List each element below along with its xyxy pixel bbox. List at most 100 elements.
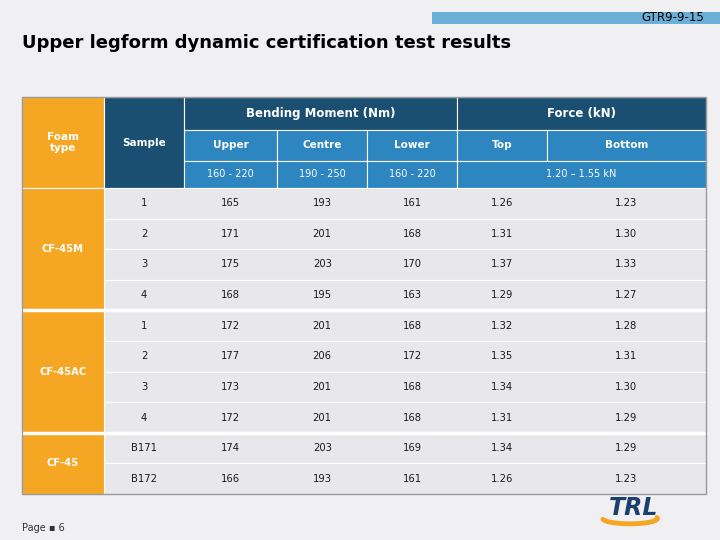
Text: 1.27: 1.27 [615,290,638,300]
Text: 160 - 220: 160 - 220 [389,170,436,179]
Text: 1.20 – 1.55 kN: 1.20 – 1.55 kN [546,170,616,179]
FancyBboxPatch shape [547,130,706,161]
FancyBboxPatch shape [22,280,104,310]
FancyBboxPatch shape [22,433,104,494]
FancyBboxPatch shape [22,97,104,188]
Text: 201: 201 [312,382,332,392]
Text: Bottom: Bottom [605,140,648,150]
Text: 201: 201 [312,321,332,330]
Text: 169: 169 [402,443,422,453]
FancyBboxPatch shape [22,372,104,402]
FancyBboxPatch shape [184,161,277,188]
Text: 1.33: 1.33 [616,259,637,269]
Text: Upper: Upper [212,140,248,150]
FancyBboxPatch shape [22,402,104,433]
FancyBboxPatch shape [104,97,184,188]
Text: 166: 166 [221,474,240,484]
FancyBboxPatch shape [457,97,706,130]
Text: 163: 163 [402,290,422,300]
FancyBboxPatch shape [22,463,104,494]
Text: 1.31: 1.31 [491,229,513,239]
Text: 171: 171 [221,229,240,239]
Text: 170: 170 [402,259,422,269]
Text: 1.23: 1.23 [616,198,637,208]
Text: Foam
type: Foam type [47,132,79,153]
Text: 193: 193 [312,198,332,208]
Text: 1.23: 1.23 [616,474,637,484]
Text: 1.26: 1.26 [491,474,513,484]
Text: 195: 195 [312,290,332,300]
Text: 174: 174 [221,443,240,453]
FancyBboxPatch shape [104,188,706,219]
Text: 1.29: 1.29 [491,290,513,300]
Text: 177: 177 [221,352,240,361]
Text: 168: 168 [221,290,240,300]
Text: 168: 168 [402,413,422,423]
FancyBboxPatch shape [184,97,457,130]
FancyBboxPatch shape [104,219,706,249]
Text: 2: 2 [141,229,147,239]
Text: 190 - 250: 190 - 250 [299,170,346,179]
Text: 172: 172 [221,413,240,423]
FancyBboxPatch shape [457,130,547,161]
FancyBboxPatch shape [367,161,457,188]
Text: 201: 201 [312,413,332,423]
Text: Centre: Centre [302,140,342,150]
Text: 173: 173 [221,382,240,392]
Text: 172: 172 [221,321,240,330]
Text: 1.34: 1.34 [491,382,513,392]
Text: 1.30: 1.30 [616,382,637,392]
Text: Upper legform dynamic certification test results: Upper legform dynamic certification test… [22,34,510,52]
Text: 161: 161 [402,198,422,208]
Text: 193: 193 [312,474,332,484]
Text: Page ▪ 6: Page ▪ 6 [22,523,64,533]
Text: 203: 203 [312,259,332,269]
Text: GTR9-9-15: GTR9-9-15 [642,11,704,24]
FancyBboxPatch shape [22,188,104,219]
Text: 168: 168 [402,321,422,330]
Text: 1.29: 1.29 [615,413,638,423]
FancyBboxPatch shape [22,188,104,310]
FancyBboxPatch shape [184,130,277,161]
Text: 160 - 220: 160 - 220 [207,170,253,179]
Text: 1.31: 1.31 [491,413,513,423]
Text: 1.34: 1.34 [491,443,513,453]
Text: 1.32: 1.32 [491,321,513,330]
Text: TRL: TRL [609,496,658,519]
Text: 165: 165 [221,198,240,208]
FancyBboxPatch shape [277,130,367,161]
Text: Force (kN): Force (kN) [547,107,616,120]
Text: 1.29: 1.29 [615,443,638,453]
FancyBboxPatch shape [104,433,706,463]
FancyBboxPatch shape [104,249,706,280]
Text: 1: 1 [141,198,147,208]
Text: 168: 168 [402,229,422,239]
Text: 1.37: 1.37 [491,259,513,269]
Text: 161: 161 [402,474,422,484]
FancyBboxPatch shape [104,341,706,372]
FancyBboxPatch shape [22,341,104,372]
Text: CF-45AC: CF-45AC [40,367,86,376]
Text: 1.30: 1.30 [616,229,637,239]
Text: Bending Moment (Nm): Bending Moment (Nm) [246,107,395,120]
Text: 1.31: 1.31 [616,352,637,361]
FancyBboxPatch shape [22,219,104,249]
FancyBboxPatch shape [22,310,104,341]
Text: 201: 201 [312,229,332,239]
FancyBboxPatch shape [104,280,706,310]
Text: B172: B172 [131,474,157,484]
Text: 3: 3 [141,382,147,392]
FancyBboxPatch shape [432,12,720,24]
Text: Sample: Sample [122,138,166,147]
Text: 1.26: 1.26 [491,198,513,208]
Text: 4: 4 [141,413,147,423]
FancyBboxPatch shape [104,402,706,433]
Text: 4: 4 [141,290,147,300]
FancyBboxPatch shape [104,463,706,494]
Text: 1.28: 1.28 [616,321,637,330]
FancyBboxPatch shape [22,310,104,433]
Text: B171: B171 [131,443,157,453]
FancyBboxPatch shape [104,310,706,341]
FancyBboxPatch shape [277,161,367,188]
Text: 172: 172 [402,352,422,361]
